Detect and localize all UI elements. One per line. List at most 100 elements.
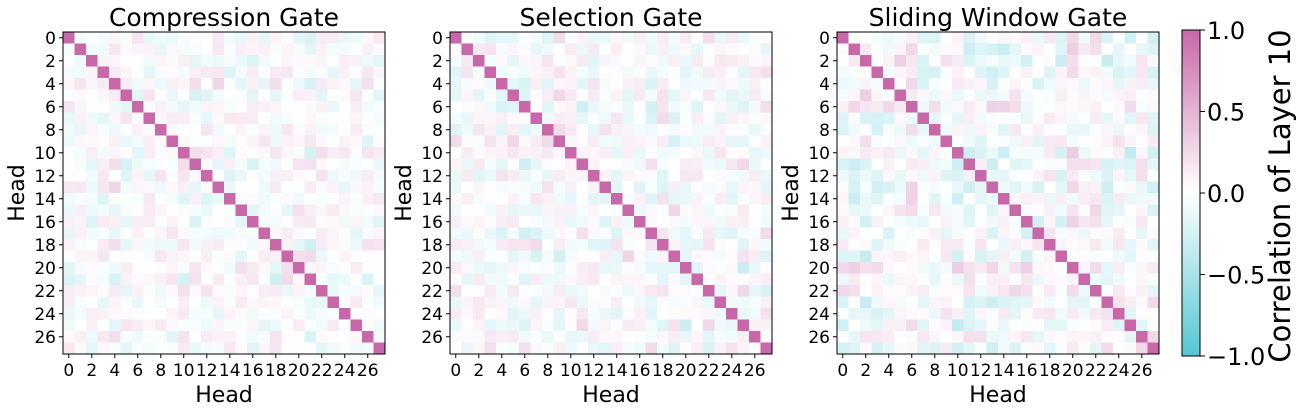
heatmap-cell bbox=[212, 170, 225, 182]
heatmap-cell bbox=[373, 135, 386, 148]
heatmap-cell bbox=[258, 193, 271, 205]
heatmap-cell bbox=[553, 216, 566, 228]
heatmap-cell bbox=[247, 239, 259, 251]
heatmap-cell bbox=[726, 331, 738, 343]
heatmap-cell bbox=[1078, 78, 1091, 90]
heatmap-cell bbox=[1113, 158, 1125, 171]
heatmap-cell bbox=[1078, 216, 1091, 228]
heatmap-cell bbox=[1101, 55, 1114, 67]
heatmap-cell bbox=[917, 170, 930, 182]
heatmap-cell bbox=[622, 55, 635, 67]
heatmap-cell bbox=[1090, 285, 1102, 297]
heatmap-cell bbox=[576, 147, 589, 159]
heatmap-cell bbox=[634, 273, 646, 286]
heatmap-cell bbox=[461, 32, 474, 44]
heatmap-cell bbox=[917, 204, 930, 217]
heatmap-cell bbox=[293, 66, 305, 79]
heatmap-cell bbox=[132, 319, 144, 332]
heatmap-cell bbox=[680, 250, 692, 263]
heatmap-cell bbox=[599, 170, 612, 182]
heatmap-cell bbox=[1055, 135, 1068, 148]
heatmap-cell bbox=[1044, 101, 1056, 113]
heatmap-cell bbox=[749, 78, 761, 90]
heatmap-cell bbox=[530, 112, 543, 125]
heatmap-cell bbox=[837, 308, 849, 320]
heatmap-cell bbox=[258, 331, 271, 343]
heatmap-cell bbox=[848, 66, 861, 79]
heatmap-cell bbox=[339, 158, 351, 171]
heatmap-cell bbox=[737, 296, 750, 309]
heatmap-cell bbox=[599, 55, 612, 67]
heatmap-cell bbox=[281, 193, 294, 205]
heatmap-cell bbox=[714, 55, 727, 67]
heatmap-cell bbox=[473, 308, 485, 320]
heatmap-cell bbox=[714, 262, 727, 274]
heatmap-cell bbox=[975, 250, 987, 263]
heatmap-cell bbox=[860, 89, 872, 102]
heatmap-cell bbox=[109, 204, 121, 217]
heatmap-cell bbox=[622, 342, 635, 355]
heatmap-cell bbox=[63, 147, 75, 159]
heatmap-cell bbox=[917, 342, 930, 355]
heatmap-cell bbox=[1124, 204, 1137, 217]
heatmap-cell bbox=[542, 285, 554, 297]
heatmap-cell bbox=[917, 262, 930, 274]
heatmap-panel-sliding-window: Sliding Window Gate 0 2 4 6 8 10 12 14 16 18 20 22 2… bbox=[779, 3, 1160, 408]
heatmap-cell bbox=[1124, 32, 1137, 44]
heatmap-cell bbox=[189, 319, 202, 332]
heatmap-cell bbox=[461, 158, 474, 171]
heatmap-cell bbox=[622, 89, 635, 102]
heatmap-cell bbox=[883, 285, 895, 297]
heatmap-cell bbox=[1021, 158, 1033, 171]
heatmap-cell bbox=[235, 227, 248, 240]
heatmap-cell bbox=[1090, 342, 1102, 355]
heatmap-cell bbox=[270, 158, 282, 171]
heatmap-cell bbox=[837, 239, 849, 251]
heatmap-cell bbox=[74, 89, 87, 102]
heatmap-cell bbox=[703, 147, 715, 159]
heatmap-cell bbox=[622, 66, 635, 79]
heatmap-cell bbox=[975, 296, 987, 309]
heatmap-cell bbox=[212, 78, 225, 90]
heatmap-cell bbox=[611, 296, 623, 309]
heatmap-cell bbox=[519, 239, 531, 251]
heatmap-cell bbox=[894, 342, 907, 355]
heatmap-cell bbox=[1113, 193, 1125, 205]
heatmap-cell bbox=[109, 193, 121, 205]
heatmap-cell bbox=[894, 331, 907, 343]
heatmap-cell bbox=[1021, 135, 1033, 148]
heatmap-cell bbox=[645, 135, 658, 148]
heatmap-cell bbox=[1113, 319, 1125, 332]
heatmap-cell bbox=[201, 147, 213, 159]
heatmap-cell bbox=[883, 227, 895, 240]
heatmap-cell bbox=[1101, 239, 1114, 251]
heatmap-cell bbox=[1021, 193, 1033, 205]
heatmap-cell bbox=[339, 331, 351, 343]
heatmap-cell bbox=[691, 296, 704, 309]
heatmap-cell bbox=[109, 89, 121, 102]
heatmap-cell bbox=[74, 239, 87, 251]
heatmap-cell bbox=[530, 193, 543, 205]
heatmap-cell bbox=[634, 285, 646, 297]
heatmap-cell bbox=[1021, 181, 1033, 194]
heatmap-cell bbox=[645, 112, 658, 125]
heatmap-cell bbox=[281, 262, 294, 274]
heatmap-cell bbox=[565, 204, 577, 217]
heatmap-cell bbox=[461, 101, 474, 113]
heatmap-cell bbox=[542, 319, 554, 332]
heatmap-cell bbox=[166, 285, 179, 297]
heatmap-cell bbox=[373, 66, 386, 79]
heatmap-cell bbox=[588, 193, 600, 205]
heatmap-cell bbox=[726, 204, 738, 217]
heatmap-cell bbox=[952, 216, 964, 228]
x-tick-label: 0 bbox=[837, 361, 848, 381]
heatmap-cell bbox=[703, 101, 715, 113]
heatmap-cell bbox=[109, 181, 121, 194]
heatmap-cell bbox=[97, 89, 110, 102]
heatmap-cell bbox=[1055, 112, 1068, 125]
heatmap-cell bbox=[178, 124, 190, 136]
heatmap-cell bbox=[1055, 216, 1068, 228]
heatmap-cell bbox=[247, 262, 259, 274]
heatmap-cell bbox=[270, 319, 282, 332]
heatmap-cell bbox=[726, 227, 738, 240]
